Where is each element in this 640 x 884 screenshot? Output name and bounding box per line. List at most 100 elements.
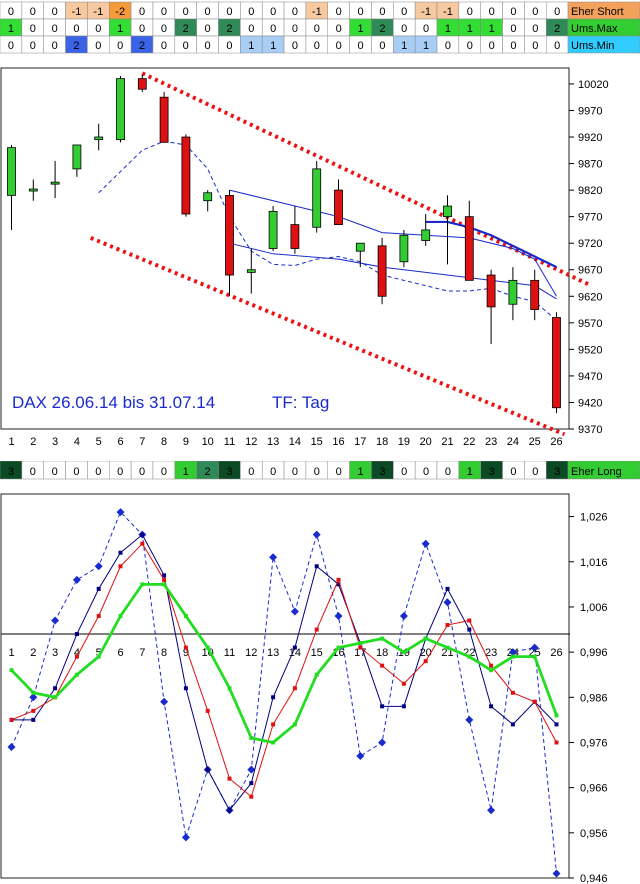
oscillator-line <box>11 542 557 798</box>
signal-value: 0 <box>532 40 538 52</box>
data-point <box>72 575 81 584</box>
x-tick-label: 15 <box>311 436 323 448</box>
signal-value: 0 <box>292 40 298 52</box>
x-tick-label: 17 <box>354 436 366 448</box>
signal-value: 0 <box>30 23 36 35</box>
signal-value: 0 <box>423 466 429 478</box>
data-point <box>181 833 190 842</box>
data-point <box>421 539 430 548</box>
x-tick-label: 26 <box>550 647 562 659</box>
y-tick-label: 10020 <box>578 79 609 91</box>
x-tick-label: 4 <box>74 647 80 659</box>
x-tick-label: 3 <box>52 647 58 659</box>
y-tick-label: 9820 <box>578 185 602 197</box>
data-point <box>443 598 452 607</box>
data-point <box>314 564 319 569</box>
y-tick-label: 9920 <box>578 132 602 144</box>
x-tick-label: 19 <box>398 436 410 448</box>
x-tick-label: 5 <box>96 647 102 659</box>
candle-body <box>137 78 147 90</box>
data-point <box>271 740 276 745</box>
candle-body <box>508 279 518 305</box>
signal-value: 0 <box>510 40 516 52</box>
signal-value: -1 <box>312 6 322 18</box>
x-tick-label: 23 <box>485 647 497 659</box>
data-point <box>53 695 58 700</box>
signal-value: 0 <box>270 6 276 18</box>
y-tick-label: 0,956 <box>580 828 608 840</box>
signal-value: 0 <box>554 40 560 52</box>
y-tick-label: 0,966 <box>580 783 608 795</box>
data-point <box>401 650 406 655</box>
x-tick-label: 11 <box>224 436 235 448</box>
x-tick-label: 1 <box>8 647 14 659</box>
data-point <box>162 577 167 582</box>
signal-label-bg <box>567 35 640 54</box>
data-point <box>162 573 167 578</box>
oscillator-line <box>11 533 557 812</box>
signal-value: 1 <box>8 23 14 35</box>
signal-value: -1 <box>421 6 431 18</box>
data-point <box>160 697 169 706</box>
y-tick-label: 9770 <box>578 212 602 224</box>
candle-body <box>181 136 191 215</box>
candle-body <box>246 269 256 273</box>
signal-value: 0 <box>95 466 101 478</box>
signal-value: 0 <box>336 40 342 52</box>
x-tick-label: 8 <box>161 436 167 448</box>
candle-body <box>94 136 104 141</box>
signal-value: 0 <box>445 466 451 478</box>
candle-body <box>28 188 38 192</box>
data-point <box>356 752 365 761</box>
signal-value: 0 <box>30 466 36 478</box>
data-point <box>205 645 210 650</box>
data-point <box>358 641 363 646</box>
data-point <box>271 695 276 700</box>
signal-value: 1 <box>183 466 189 478</box>
y-tick-label: 1,006 <box>580 602 608 614</box>
signal-value: 0 <box>52 466 58 478</box>
oscillator-line <box>10 582 558 744</box>
signal-value: 1 <box>357 466 363 478</box>
y-tick-label: 9470 <box>578 371 602 383</box>
signal-value: 3 <box>489 466 495 478</box>
y-tick-label: 9520 <box>578 344 602 356</box>
candle-body <box>312 168 322 228</box>
chart-annotation-right: TF: Tag <box>272 393 329 412</box>
signal-value: 0 <box>30 40 36 52</box>
signal-value: 0 <box>336 6 342 18</box>
data-point <box>183 645 188 650</box>
data-point <box>162 582 167 587</box>
data-point <box>401 704 406 709</box>
signal-value: 0 <box>52 40 58 52</box>
signal-value: 0 <box>379 40 385 52</box>
x-tick-label: 1 <box>8 436 14 448</box>
signal-value: 0 <box>510 6 516 18</box>
data-point <box>554 722 559 727</box>
data-point <box>510 654 515 659</box>
signal-value: 2 <box>226 23 232 35</box>
x-tick-label: 21 <box>441 436 453 448</box>
signal-value: 0 <box>510 466 516 478</box>
signal-value: 0 <box>401 466 407 478</box>
signal-value: 0 <box>554 6 560 18</box>
signal-value: 3 <box>8 466 14 478</box>
signal-value: 1 <box>270 40 276 52</box>
signal-value: 0 <box>401 23 407 35</box>
data-point <box>118 613 123 618</box>
candle-body <box>225 195 234 276</box>
x-tick-label: 7 <box>139 647 145 659</box>
data-point <box>554 713 559 718</box>
data-point <box>96 586 101 591</box>
y-tick-label: 9420 <box>578 397 602 409</box>
plot-frame <box>0 67 570 430</box>
x-tick-label: 6 <box>117 436 123 448</box>
data-point <box>336 577 341 582</box>
signal-value: 0 <box>467 6 473 18</box>
data-point <box>9 717 14 722</box>
y-tick-label: 0,976 <box>580 737 608 749</box>
data-point <box>271 722 276 727</box>
data-point <box>292 686 297 691</box>
data-point <box>532 699 537 704</box>
y-tick-label: 9720 <box>578 238 602 250</box>
